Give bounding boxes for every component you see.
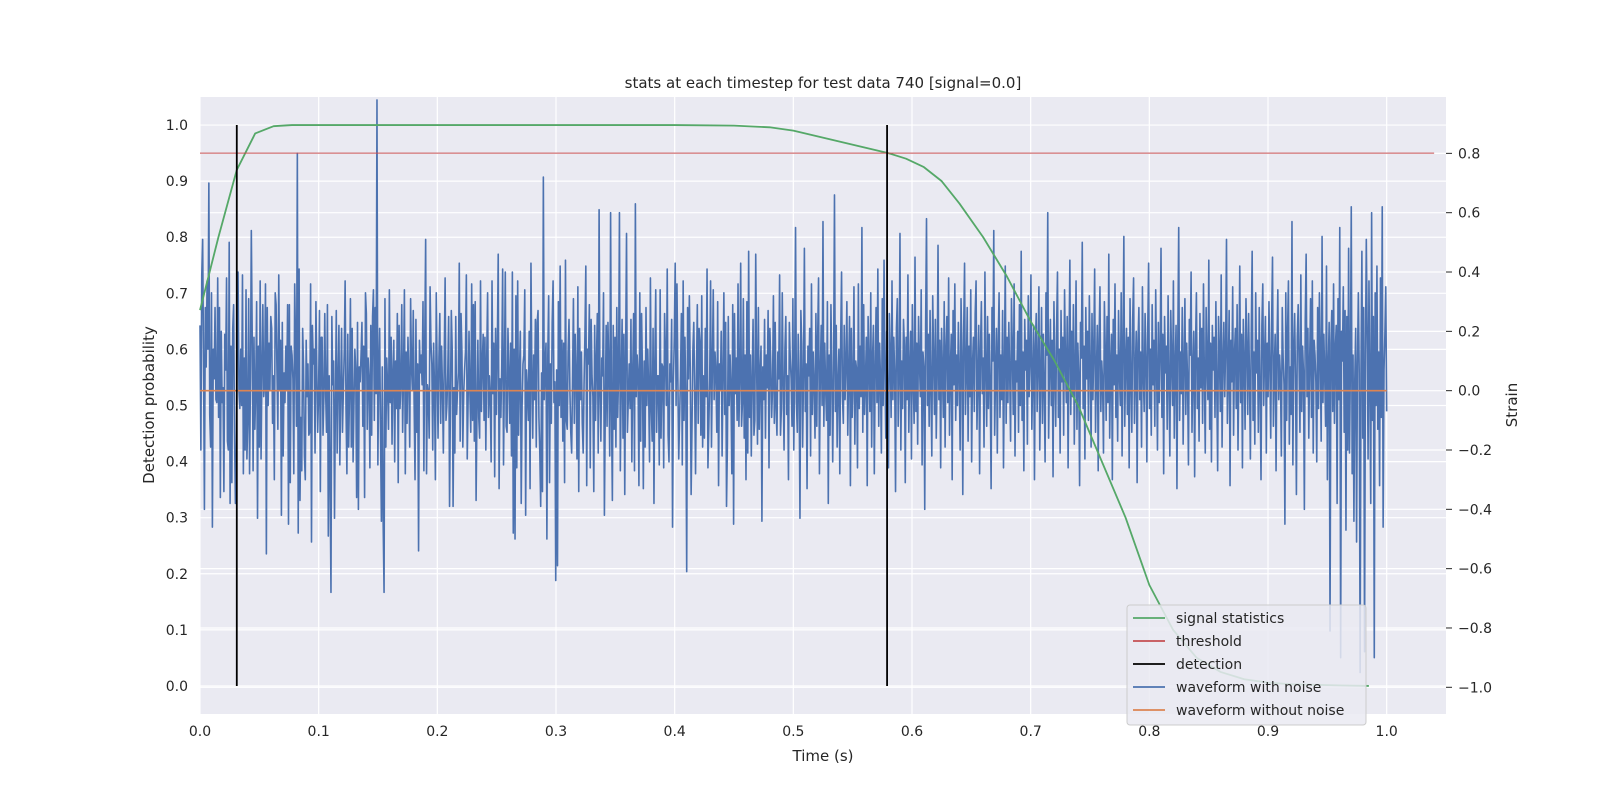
y-right-tick-label: −0.6 — [1458, 562, 1492, 578]
x-axis-label: Time (s) — [792, 747, 854, 765]
x-tick-label: 1.0 — [1376, 724, 1398, 740]
y-axis-label-left: Detection probability — [140, 326, 158, 484]
x-tick-label: 0.9 — [1257, 724, 1279, 740]
legend: signal statistics threshold detection wavef… — [1126, 604, 1367, 726]
x-tick-label: 0.6 — [901, 724, 923, 740]
y-axis-label-right: Strain — [1503, 383, 1521, 427]
y-left-tick-label: 0.0 — [166, 679, 188, 695]
y-left-tick-label: 0.3 — [166, 511, 188, 527]
y-right-tick-label: −0.2 — [1458, 443, 1492, 459]
x-tick-label: 0.3 — [545, 724, 567, 740]
axis-layer: 0.0 0.1 0.2 0.3 0.4 0.5 0.6 0.7 0.8 0.9 1.0 0.0 0.1 0… — [166, 118, 1492, 740]
y-right-tick-label: 0.6 — [1458, 206, 1480, 222]
chart-title: stats at each timestep for test data 740… — [625, 74, 1022, 92]
x-tick-label: 0.8 — [1138, 724, 1160, 740]
legend-label: detection — [1176, 657, 1242, 673]
x-tick-label: 0.7 — [1020, 724, 1042, 740]
y-right-tick-label: 0.8 — [1458, 146, 1480, 162]
y-left-tick-label: 0.7 — [166, 286, 188, 302]
legend-label: signal statistics — [1176, 611, 1284, 627]
y-right-tick-label: 0.4 — [1458, 265, 1480, 281]
y-left-tick-label: 0.4 — [166, 455, 188, 471]
x-tick-label: 0.4 — [664, 724, 686, 740]
x-tick-label: 0.1 — [308, 724, 330, 740]
y-left-tick-label: 1.0 — [166, 118, 188, 134]
y-left-tick-label: 0.8 — [166, 230, 188, 246]
y-right-tick-label: 0.0 — [1458, 384, 1480, 400]
x-tick-label: 0.5 — [782, 724, 804, 740]
y-left-tick-label: 0.1 — [166, 623, 188, 639]
legend-label: waveform without noise — [1176, 703, 1344, 719]
y-right-tick-label: −0.4 — [1458, 502, 1492, 518]
x-tick-label: 0.0 — [189, 724, 211, 740]
y-right-tick-label: −1.0 — [1458, 680, 1492, 696]
legend-label: threshold — [1176, 634, 1242, 650]
y-right-tick-label: 0.2 — [1458, 324, 1480, 340]
series-line-waveform-with-noise — [199, 99, 1388, 674]
x-tick-label: 0.2 — [426, 724, 448, 740]
y-left-tick-label: 0.5 — [166, 399, 188, 415]
legend-box — [1126, 604, 1367, 726]
y-right-tick-label: −0.8 — [1458, 621, 1492, 637]
legend-label: waveform with noise — [1176, 680, 1321, 696]
y-left-tick-label: 0.9 — [166, 174, 188, 190]
y-left-tick-label: 0.2 — [166, 567, 188, 583]
y-left-tick-label: 0.6 — [166, 342, 188, 358]
